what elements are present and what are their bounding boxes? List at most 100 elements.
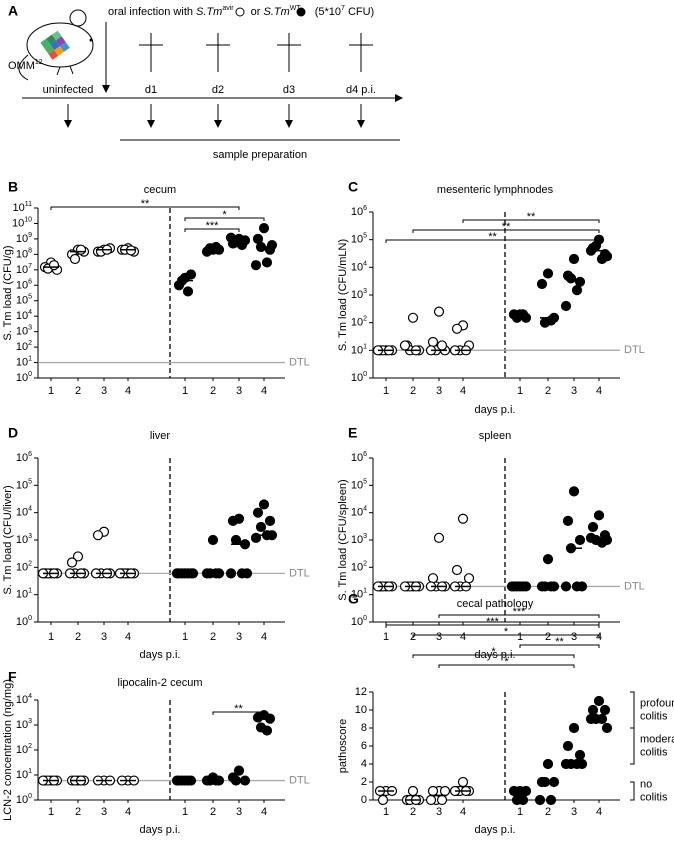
- data-point: [433, 532, 445, 543]
- data-point: [436, 794, 448, 806]
- significance-label: **: [502, 221, 511, 233]
- tick-exponent: 8: [28, 247, 32, 254]
- x-tick-label: 3: [236, 385, 242, 397]
- y-tick-label: 105: [351, 233, 367, 246]
- tick-base: 10: [351, 261, 363, 273]
- tick-base: 10: [16, 744, 28, 756]
- tick-exponent: 5: [28, 294, 32, 301]
- schematic: A OMM12 oral infection with S.Tmavir or …: [8, 3, 403, 161]
- panel-letter: B: [8, 179, 18, 195]
- y-tick-label: 106: [351, 205, 367, 218]
- significance-label: **: [555, 636, 564, 648]
- text: S.Tm: [264, 6, 290, 18]
- x-tick-label: 1: [517, 385, 523, 397]
- data-point: [587, 704, 599, 716]
- legend-filled: [296, 7, 306, 17]
- tick-base: 10: [351, 534, 363, 546]
- data-point: [517, 794, 529, 806]
- y-axis-label: LCN-2 concentration (ng/mg): [2, 679, 14, 821]
- tick-exponent: 3: [28, 718, 32, 725]
- tick-base: 10: [351, 206, 363, 218]
- tick-exponent: 9: [28, 232, 32, 239]
- data-point: [560, 581, 572, 592]
- tick-exponent: 4: [28, 506, 32, 513]
- data-point: [593, 510, 605, 521]
- data-point: [599, 704, 611, 716]
- x-axis-label: days p.i.: [475, 404, 516, 416]
- significance-bracket: [462, 219, 600, 223]
- y-tick-label: 106: [16, 278, 32, 291]
- tick-exponent: 6: [363, 451, 367, 458]
- data-point: [568, 253, 580, 265]
- data-point: [542, 554, 554, 565]
- tick-base: 10: [351, 479, 363, 491]
- tick-base: 10: [16, 694, 28, 706]
- chart-title: lipocalin-2 cecum: [118, 677, 203, 689]
- data-point: [545, 794, 557, 806]
- range-label: profound: [640, 697, 674, 709]
- significance-bracket: [184, 217, 265, 221]
- tick-exponent: 3: [363, 533, 367, 540]
- timepoint-label: d3: [283, 84, 295, 96]
- range-label: colitis: [640, 746, 668, 758]
- x-tick-label: 4: [261, 806, 267, 818]
- x-tick-label: 3: [101, 385, 107, 397]
- significance-bracket: [438, 664, 575, 668]
- timepoints: uninfected d1 d2 d3 d4 p.i.: [43, 33, 376, 128]
- tick-exponent: 2: [363, 316, 367, 323]
- text: oral infection with: [108, 6, 196, 18]
- x-tick-label: 3: [571, 385, 577, 397]
- tick-exponent: 0: [28, 615, 32, 622]
- tick-exponent: 4: [363, 506, 367, 513]
- tick-base: 10: [351, 372, 363, 384]
- range-label: colitis: [640, 791, 668, 803]
- x-tick-label: 3: [101, 631, 107, 643]
- data-point: [258, 499, 270, 510]
- data-point: [399, 340, 411, 351]
- y-tick-label: 104: [351, 506, 367, 519]
- text: avir: [222, 5, 234, 12]
- data-point: [433, 306, 445, 317]
- y-axis-label: S. Tm load (CFU/liver): [2, 485, 14, 594]
- significance-label: ***: [513, 606, 527, 618]
- significance-label: ***: [206, 220, 220, 232]
- significance-label: *: [222, 209, 227, 221]
- y-tick-label: 101: [16, 355, 32, 368]
- tick-base: 10: [12, 202, 24, 214]
- x-tick-label: 2: [75, 806, 81, 818]
- data-point: [75, 244, 87, 255]
- significance-label: **: [527, 211, 536, 223]
- x-tick-label: 2: [210, 631, 216, 643]
- text: or: [248, 6, 264, 18]
- y-tick-label: 100: [351, 371, 367, 384]
- data-point: [266, 239, 278, 251]
- tick-exponent: 3: [28, 533, 32, 540]
- y-tick-label: 101: [16, 588, 32, 601]
- tick-base: 10: [351, 507, 363, 519]
- x-tick-label: 1: [182, 806, 188, 818]
- y-tick-label: 100: [16, 371, 32, 384]
- tick-exponent: 4: [28, 693, 32, 700]
- data-point: [185, 269, 197, 280]
- x-tick-label: 3: [436, 631, 442, 643]
- tick-exponent: 0: [28, 793, 32, 800]
- tick-exponent: 1: [28, 355, 32, 362]
- tick-exponent: 0: [363, 371, 367, 378]
- data-point: [207, 534, 219, 546]
- significance-bracket: [385, 624, 600, 628]
- data-point: [425, 794, 437, 806]
- y-tick-label: 103: [16, 324, 32, 337]
- data-point: [427, 336, 439, 348]
- y-tick-label: 101: [351, 588, 367, 601]
- x-tick-label: 3: [571, 806, 577, 818]
- y-tick-label: 12: [355, 686, 367, 698]
- strain-label: OMM12: [8, 59, 43, 72]
- y-tick-label: 104: [16, 506, 32, 519]
- y-tick-label: 101: [351, 343, 367, 356]
- x-tick-label: 4: [596, 385, 602, 397]
- data-point: [377, 794, 389, 806]
- panel-letter: G: [348, 591, 359, 607]
